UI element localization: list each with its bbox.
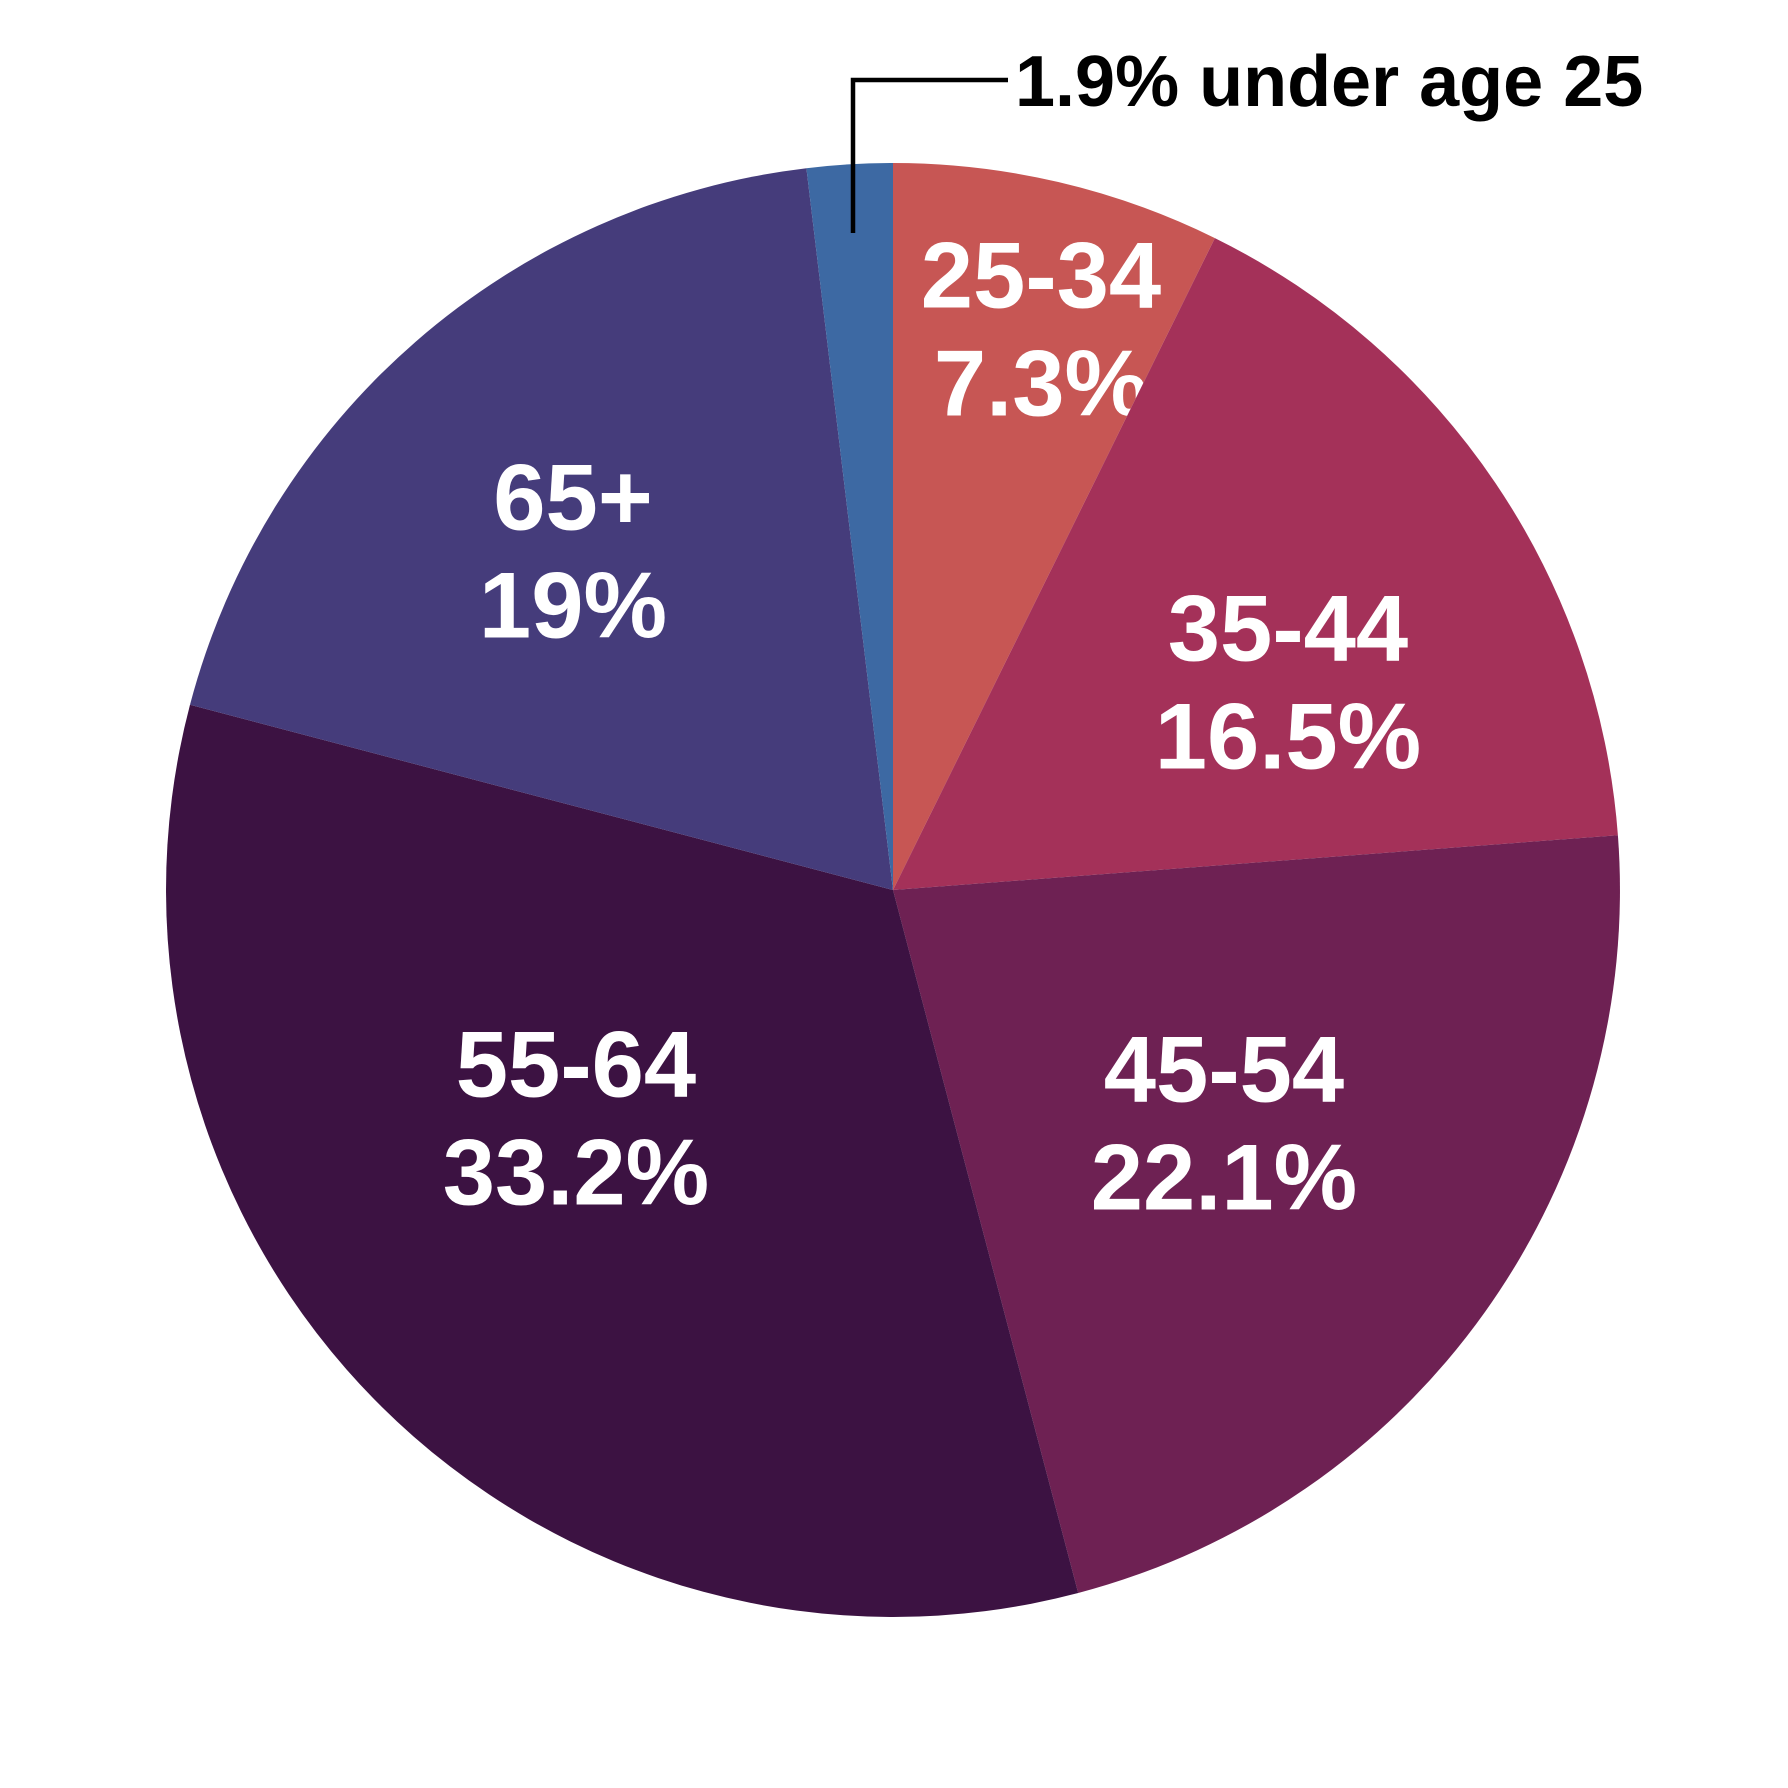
pie-slice-25-34 — [893, 163, 1215, 890]
pie-slice-under-age-25 — [806, 163, 893, 890]
pie-slice-55-64 — [166, 704, 1079, 1617]
slice-label-25-34: 25-34 7.3% — [921, 223, 1161, 436]
slice-label-35-44: 35-44 16.5% — [1155, 576, 1422, 789]
pie-slice-65+ — [190, 168, 893, 890]
pie-slice-35-44 — [893, 238, 1618, 891]
slice-label-55-64: 55-64 33.2% — [443, 1012, 710, 1225]
callout-leader-line — [850, 77, 1008, 233]
slice-label-45-54: 45-54 22.1% — [1091, 1017, 1358, 1230]
pie-slice-45-54 — [893, 835, 1620, 1593]
callout-under-age-25-label: 1.9% under age 25 — [1015, 42, 1643, 122]
slice-label-65+: 65+ 19% — [479, 445, 667, 658]
